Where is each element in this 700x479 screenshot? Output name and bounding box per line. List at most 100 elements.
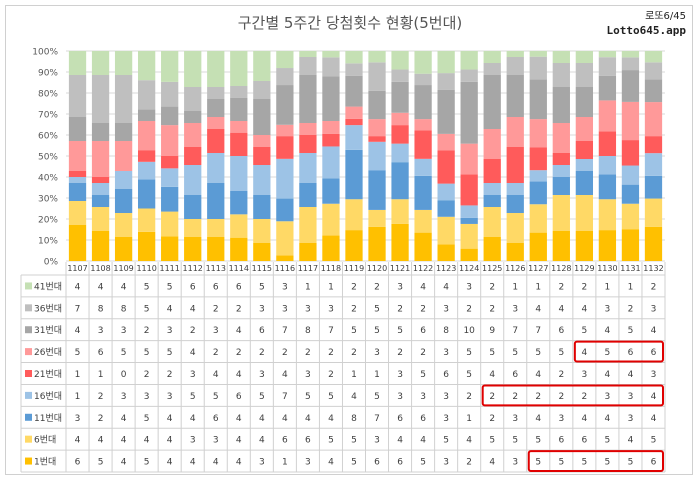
table-cell-value: 3: [305, 304, 311, 314]
table-cell-value: 3: [190, 436, 196, 446]
table-cell-value: 4: [489, 458, 495, 468]
bar-segment: [529, 79, 547, 120]
table-cell-value: 4: [121, 458, 127, 468]
x-tick-label: 1123: [436, 264, 456, 273]
table-cell-value: 3: [651, 304, 657, 314]
bar-segment: [483, 51, 501, 63]
table-cell-value: 4: [190, 348, 196, 358]
table-cell-value: 3: [374, 348, 380, 358]
table-cell-value: 6: [213, 282, 219, 292]
bar-segment: [598, 57, 617, 76]
bar-segment: [230, 121, 248, 133]
bar-segment: [414, 175, 432, 210]
brand-line1: 로또6/45: [645, 11, 686, 22]
bar-segment: [644, 51, 663, 63]
bar-segment: [345, 51, 363, 64]
table-cell-value: 6: [98, 348, 104, 358]
bar-segment: [437, 216, 455, 245]
x-tick-label: 1111: [159, 264, 179, 273]
bar-segment: [322, 133, 340, 147]
bar-segment: [460, 248, 478, 261]
table-cell-value: 5: [144, 414, 150, 424]
bar-segment: [414, 85, 432, 120]
bar-segment: [253, 51, 271, 81]
table-cell-value: 2: [397, 304, 403, 314]
table-cell-value: 4: [328, 414, 334, 424]
table-cell-value: 2: [351, 282, 357, 292]
table-cell-value: 4: [628, 370, 634, 380]
bar-segment: [230, 237, 248, 261]
bar-segment: [368, 141, 386, 171]
bar-segment: [299, 243, 317, 261]
table-cell-value: 3: [282, 304, 288, 314]
bar-segment: [184, 123, 202, 147]
x-tick-label: 1116: [275, 264, 295, 273]
table-cell-value: 7: [535, 326, 541, 336]
bar-segment: [575, 63, 594, 87]
table-cell-value: 4: [535, 370, 541, 380]
bar-segment: [414, 119, 432, 131]
table-cell-value: 3: [121, 326, 127, 336]
table-cell-value: 4: [190, 414, 196, 424]
bar-segment: [184, 219, 202, 237]
bar-segment: [114, 51, 133, 75]
table-cell-value: 2: [305, 348, 311, 358]
bar-segment: [207, 87, 225, 99]
table-cell-value: 3: [374, 436, 380, 446]
bar-segment: [644, 136, 663, 154]
table-cell-value: 3: [259, 370, 265, 380]
table-cell-value: 3: [167, 326, 173, 336]
table-cell-value: 4: [75, 436, 81, 446]
table-cell-value: 6: [651, 348, 657, 358]
table-cell-value: 4: [605, 370, 611, 380]
chart-title: 구간별 5주간 당첨횟수 현황(5번대): [237, 14, 463, 32]
bar-segment: [391, 199, 409, 224]
legend-swatch: [25, 413, 32, 421]
bar-segment: [230, 132, 248, 156]
table-cell-value: 10: [463, 326, 475, 336]
bar-segment: [506, 243, 524, 261]
table-cell-value: 2: [489, 282, 495, 292]
table-cell-value: 6: [190, 282, 196, 292]
bar-segment: [253, 165, 271, 195]
bar-segment: [91, 231, 110, 261]
bar-segment: [552, 63, 570, 87]
bar-segment: [299, 57, 317, 75]
table-cell-value: 5: [628, 458, 634, 468]
table-cell-value: 4: [535, 414, 541, 424]
bar-segment: [299, 123, 317, 135]
table-cell-value: 5: [374, 392, 380, 402]
table-cell-value: 5: [190, 392, 196, 402]
table-cell-value: 5: [75, 348, 81, 358]
bar-segment: [437, 51, 455, 74]
bar-segment: [368, 226, 386, 261]
bar-segment: [414, 73, 432, 86]
table-cell-value: 3: [259, 304, 265, 314]
bar-segment: [299, 51, 317, 57]
table-cell-value: 7: [75, 304, 81, 314]
y-tick-label: 50%: [38, 153, 58, 163]
table-cell-value: 4: [351, 392, 357, 402]
legend-label: 11번대: [34, 413, 62, 424]
table-cell-value: 9: [489, 326, 495, 336]
bar-segment: [506, 51, 524, 57]
table-cell-value: 1: [466, 414, 472, 424]
table-cell-value: 3: [443, 458, 449, 468]
bar-segment: [529, 51, 547, 57]
bar-segment: [253, 81, 271, 99]
bar-segment: [114, 237, 133, 261]
bar-segment: [644, 226, 663, 261]
bar-segment: [322, 203, 340, 236]
bar-segment: [161, 51, 179, 82]
bar-segment: [391, 69, 409, 82]
bar-segment: [345, 230, 363, 261]
bar-segment: [598, 199, 617, 231]
table-cell-value: 5: [512, 348, 518, 358]
bar-segment: [368, 62, 386, 91]
table-cell-value: 3: [420, 392, 426, 402]
bar-segment: [137, 179, 156, 209]
y-tick-label: 40%: [38, 174, 58, 184]
bar-segment: [299, 135, 317, 153]
bar-segment: [621, 165, 640, 185]
table-cell-value: 1: [328, 282, 334, 292]
